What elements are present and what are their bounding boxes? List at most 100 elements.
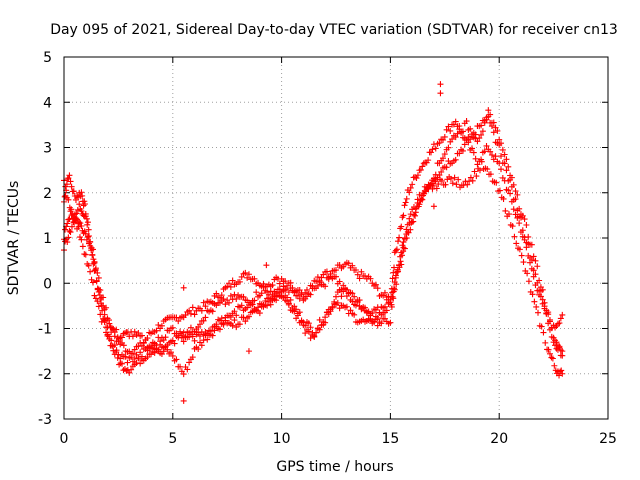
data-point <box>524 270 531 277</box>
data-point <box>245 348 252 355</box>
data-point <box>242 318 249 325</box>
data-point <box>213 290 220 297</box>
data-point <box>479 128 486 135</box>
data-point <box>316 326 323 333</box>
x-tick-label: 0 <box>60 431 69 447</box>
data-point <box>177 363 184 370</box>
data-point <box>354 271 361 278</box>
data-point <box>541 299 548 306</box>
data-point <box>78 223 85 230</box>
data-point <box>325 276 332 283</box>
data-point <box>532 271 539 278</box>
data-point <box>207 328 214 335</box>
data-point <box>467 136 474 143</box>
data-point <box>322 283 329 290</box>
data-point <box>269 282 276 289</box>
data-point <box>430 203 437 210</box>
data-point <box>191 311 198 318</box>
data-point <box>540 329 547 336</box>
data-point <box>530 253 537 260</box>
data-point <box>502 207 509 214</box>
data-point <box>251 275 258 282</box>
data-point <box>533 303 540 310</box>
data-point <box>76 201 83 208</box>
data-point <box>485 113 492 120</box>
data-point <box>97 287 104 294</box>
data-point <box>80 202 87 209</box>
data-point <box>438 177 445 184</box>
data-point <box>331 298 338 305</box>
data-point <box>113 326 120 333</box>
y-tick-label: -3 <box>38 412 52 428</box>
data-point <box>66 172 73 179</box>
data-point <box>78 189 85 196</box>
data-point <box>349 262 356 269</box>
data-point <box>478 131 485 138</box>
data-point <box>260 301 267 308</box>
data-point <box>157 338 164 345</box>
data-point <box>236 278 243 285</box>
data-point <box>97 300 104 307</box>
data-point <box>87 239 94 246</box>
data-point <box>432 145 439 152</box>
plot-frame <box>63 56 609 420</box>
data-point <box>220 296 227 303</box>
data-point <box>101 319 108 326</box>
data-point <box>209 332 216 339</box>
data-point <box>242 269 249 276</box>
data-point <box>392 247 399 254</box>
data-point <box>416 201 423 208</box>
data-point <box>153 342 160 349</box>
data-point <box>396 234 403 241</box>
data-point <box>138 332 145 339</box>
data-point <box>469 177 476 184</box>
data-point <box>487 171 494 178</box>
data-point <box>294 312 301 319</box>
data-point <box>356 275 363 282</box>
data-point <box>287 279 294 286</box>
data-point <box>245 313 252 320</box>
data-point <box>441 133 448 140</box>
data-point <box>100 294 107 301</box>
data-point <box>313 278 320 285</box>
data-point <box>400 239 407 246</box>
data-point <box>354 298 361 305</box>
x-tick-label: 10 <box>273 431 291 447</box>
data-point <box>542 339 549 346</box>
data-point <box>429 146 436 153</box>
data-point <box>285 301 292 308</box>
data-point <box>77 220 84 227</box>
data-point <box>405 229 412 236</box>
data-point <box>287 296 294 303</box>
data-point <box>476 167 483 174</box>
data-point <box>550 339 557 346</box>
data-point <box>558 367 565 374</box>
data-point <box>470 149 477 156</box>
data-point <box>65 196 72 203</box>
data-point <box>318 274 325 281</box>
data-point <box>105 317 112 324</box>
data-point <box>70 188 77 195</box>
data-point <box>309 283 316 290</box>
data-point <box>253 289 260 296</box>
data-point <box>481 119 488 126</box>
data-point <box>79 192 86 199</box>
data-point <box>158 322 165 329</box>
data-point <box>412 209 419 216</box>
data-point <box>453 181 460 188</box>
data-point <box>449 180 456 187</box>
data-point <box>65 216 72 223</box>
data-point <box>244 297 251 304</box>
data-point <box>498 153 505 160</box>
data-point <box>227 292 234 299</box>
data-point <box>117 355 124 362</box>
data-point <box>391 285 398 292</box>
data-point <box>180 397 187 404</box>
data-point <box>334 299 341 306</box>
data-point <box>548 354 555 361</box>
data-point <box>505 211 512 218</box>
data-point <box>311 333 318 340</box>
data-point <box>258 290 265 297</box>
data-point <box>267 301 274 308</box>
data-point <box>180 284 187 291</box>
